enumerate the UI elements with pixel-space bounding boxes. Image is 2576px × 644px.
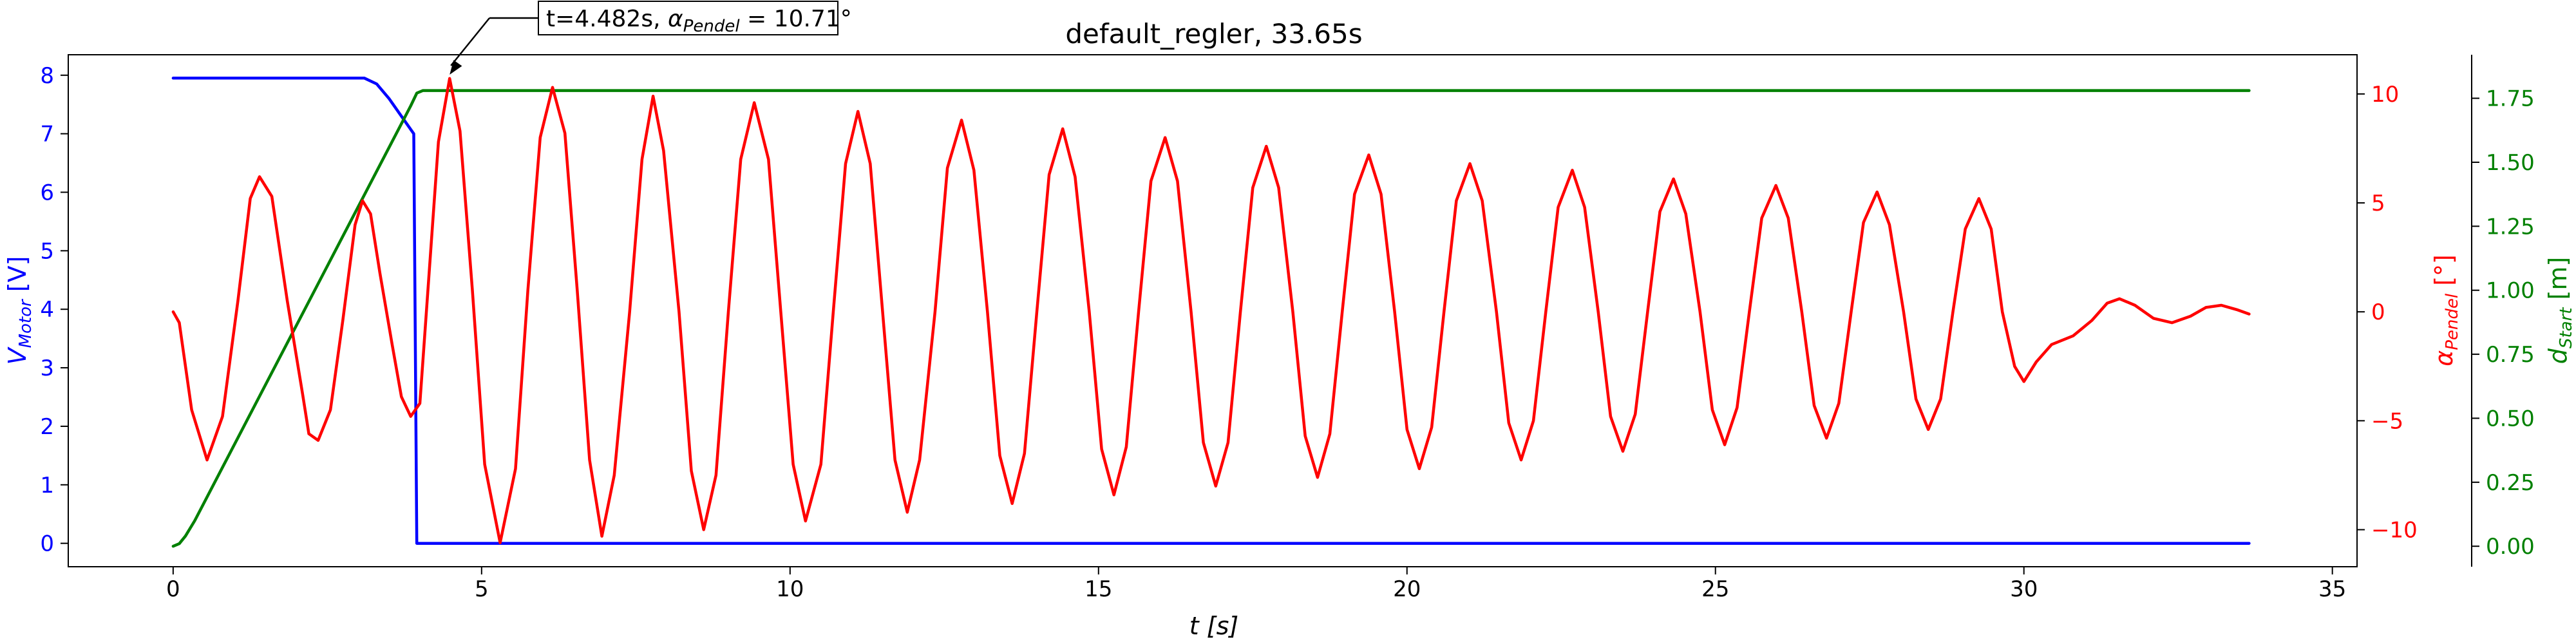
x-tick-label: 0 xyxy=(166,576,180,602)
motor-tick-label: 6 xyxy=(40,180,54,206)
motor-tick-label: 5 xyxy=(40,238,54,264)
series-line-pendel xyxy=(171,77,2251,545)
y-axis-motor: 0 1 2 3 4 5 6 7 8 xyxy=(40,63,68,557)
peak-annotation: t=4.482s, αPendel = 10.71° xyxy=(450,1,852,75)
annotation-arrow xyxy=(450,17,490,66)
y-label-motor-sub: Motor xyxy=(16,298,35,348)
annotation-text: t=4.482s, αPendel = 10.71° xyxy=(546,6,852,36)
y-label-start-unit: [m] xyxy=(2544,257,2572,308)
y-axis-pendel: −10 −5 0 5 10 xyxy=(2357,82,2418,543)
series-line-start xyxy=(171,89,2251,548)
pendel-tick-label: −5 xyxy=(2371,408,2403,434)
annotation-arrowhead xyxy=(450,60,462,75)
plot-frame xyxy=(68,54,2358,567)
annotation-box xyxy=(538,1,838,35)
start-tick-label: 0.25 xyxy=(2486,470,2535,496)
pendel-tick-label: 5 xyxy=(2371,191,2385,216)
y-label-motor-unit: [V] xyxy=(3,256,32,300)
motor-tick-label: 7 xyxy=(40,122,54,147)
motor-tick-label: 1 xyxy=(40,473,54,498)
start-tick-label: 0.50 xyxy=(2486,406,2535,431)
y-axis-label-motor: VMotor [V] xyxy=(3,256,35,365)
anno-suffix: = 10.71° xyxy=(740,6,852,32)
x-axis-label: t [s] xyxy=(1189,612,1238,640)
x-tick-label: 15 xyxy=(1084,576,1112,602)
motor-tick-label: 3 xyxy=(40,355,54,381)
start-tick-label: 1.00 xyxy=(2486,278,2535,304)
motor-tick-label: 8 xyxy=(40,63,54,89)
motor-tick-label: 4 xyxy=(40,297,54,323)
x-axis: 0 5 10 15 20 25 30 35 xyxy=(166,567,2346,602)
anno-sub: Pendel xyxy=(683,17,741,36)
series-line-motor xyxy=(171,77,2251,545)
start-tick-label: 0.75 xyxy=(2486,342,2535,368)
y-axis-label-pendel: αPendel [°] xyxy=(2430,254,2462,366)
motor-tick-label: 2 xyxy=(40,414,54,440)
y-label-pendel-unit: [°] xyxy=(2430,254,2458,294)
x-tick-label: 25 xyxy=(1701,576,1729,602)
x-tick-label: 10 xyxy=(776,576,804,602)
anno-alpha: α xyxy=(668,6,683,32)
y-label-pendel-main: α xyxy=(2430,350,2458,366)
y-label-motor-main: V xyxy=(3,346,32,365)
x-tick-label: 30 xyxy=(2010,576,2038,602)
y-label-pendel-sub: Pendel xyxy=(2443,293,2462,350)
start-tick-label: 0.00 xyxy=(2486,534,2535,560)
start-tick-label: 1.75 xyxy=(2486,86,2535,112)
chart-title: default_regler, 33.65s xyxy=(1065,18,1362,50)
start-tick-label: 1.25 xyxy=(2486,214,2535,240)
y-axis-label-start: dStart [m] xyxy=(2544,257,2576,364)
x-tick-label: 35 xyxy=(2318,576,2346,602)
motor-tick-label: 0 xyxy=(40,531,54,557)
pendel-tick-label: −10 xyxy=(2371,517,2418,543)
x-tick-label: 5 xyxy=(475,576,489,602)
y-label-start-main: d xyxy=(2544,348,2572,364)
anno-prefix: t=4.482s, xyxy=(546,6,668,32)
y-label-start-sub: Start xyxy=(2557,307,2576,348)
start-tick-label: 1.50 xyxy=(2486,150,2535,176)
pendel-tick-label: 10 xyxy=(2371,82,2399,108)
pendel-tick-label: 0 xyxy=(2371,299,2385,325)
y-axis-start: 0.00 0.25 0.50 0.75 1.00 1.25 1.50 1.75 xyxy=(2471,55,2535,567)
x-tick-label: 20 xyxy=(1393,576,1421,602)
series-layer xyxy=(171,77,2251,548)
